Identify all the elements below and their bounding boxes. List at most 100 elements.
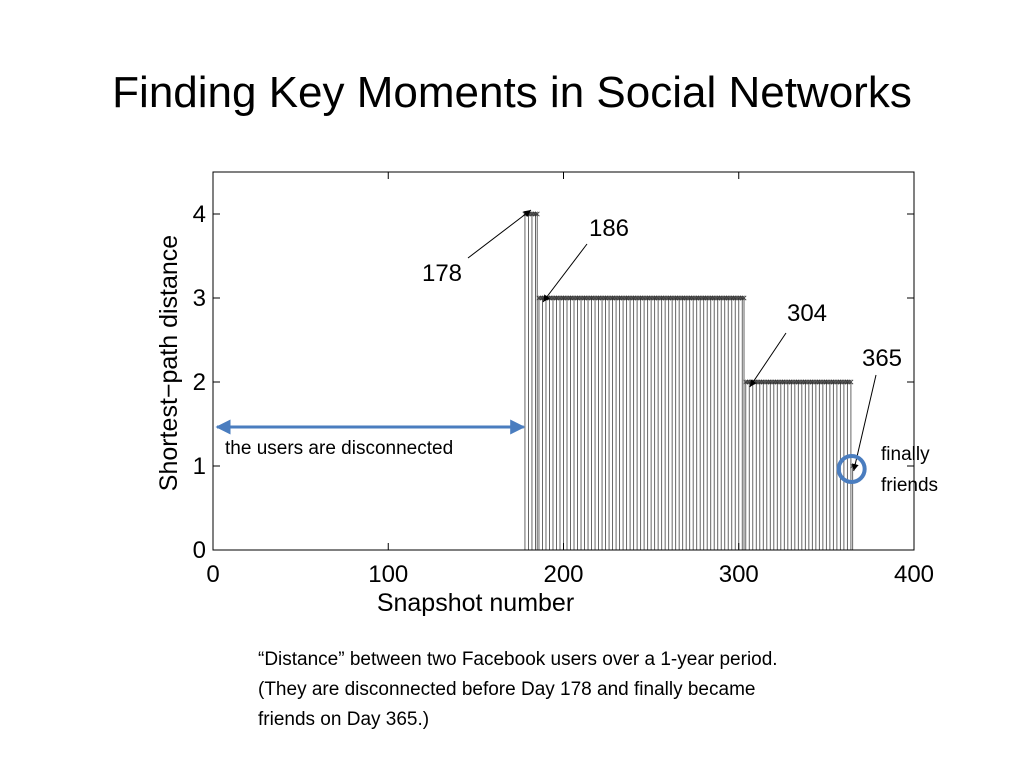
data-point [711,295,717,301]
x-tick-label: 100 [368,561,408,588]
data-point [666,295,672,301]
data-point [531,211,537,217]
data-point [638,295,644,301]
data-point [643,295,649,301]
data-point [818,379,824,385]
data-point [632,295,638,301]
data-point [594,295,600,301]
data-point [832,379,838,385]
x-tick-label: 400 [894,561,934,588]
data-point [813,379,819,385]
data-point [589,295,595,301]
data-point [804,379,810,385]
data-point [741,295,747,301]
data-point [575,295,581,301]
data-point [564,295,570,301]
data-point [590,295,596,301]
data-point [794,379,800,385]
data-point [773,379,779,385]
data-point [685,295,691,301]
data-point [655,295,661,301]
data-point [732,295,738,301]
data-point [706,295,712,301]
data-point [723,295,729,301]
x-tick-label: 0 [206,561,219,588]
data-point [764,379,770,385]
data-point [825,379,831,385]
data-point [562,295,568,301]
data-point [662,295,668,301]
data-point [592,295,598,301]
data-point [787,379,793,385]
data-point [627,295,633,301]
data-point [762,379,768,385]
data-point [815,379,821,385]
data-point [771,379,777,385]
data-point [618,295,624,301]
data-point [585,295,591,301]
data-point [783,379,789,385]
data-point [688,295,694,301]
data-point [631,295,637,301]
data-point [639,295,645,301]
data-point [697,295,703,301]
data-point [767,379,773,385]
data-point [641,295,647,301]
data-point [578,295,584,301]
data-point [774,379,780,385]
data-point [704,295,710,301]
data-point [736,295,742,301]
data-point [846,379,852,385]
data-point [769,379,775,385]
data-point [822,379,828,385]
data-point [680,295,686,301]
data-point [727,295,733,301]
data-point [580,295,586,301]
data-point [713,295,719,301]
caption-line: “Distance” between two Facebook users ov… [258,649,778,670]
data-point [830,379,836,385]
data-point [571,295,577,301]
data-point [834,379,840,385]
data-point [676,295,682,301]
data-point [587,295,593,301]
data-point [615,295,621,301]
data-point [801,379,807,385]
disconnected-note: the users are disconnected [225,438,453,459]
data-point [827,379,833,385]
data-point [608,295,614,301]
data-point [722,295,728,301]
data-point [781,379,787,385]
data-point [674,295,680,301]
data-point [776,379,782,385]
data-point [837,379,843,385]
annotation-label: 304 [787,300,827,327]
data-point [534,211,540,217]
y-tick-label: 0 [193,537,206,564]
data-point [738,295,743,301]
data-point [583,295,589,301]
data-point [613,295,619,301]
data-point [554,295,559,301]
data-point [699,295,705,301]
data-point [678,295,684,301]
data-point [692,295,698,301]
data-point [606,295,612,301]
data-point [695,295,701,301]
data-point [802,379,808,385]
data-point [599,295,605,301]
data-point [715,295,721,301]
data-point [596,295,602,301]
data-point [708,295,714,301]
data-point [788,379,794,385]
y-tick-label: 1 [193,453,206,480]
friends-note: friends [881,475,938,496]
data-point [669,295,675,301]
data-point [820,379,826,385]
axis-ticks: 0 100 200 300 400 0 1 2 3 4 [193,172,934,588]
data-point [745,379,750,385]
distance-chart: 0 100 200 300 400 0 1 2 3 4 178 186 304 365 the users… [155,171,938,617]
friends-note: finally [881,444,930,465]
data-point [690,295,696,301]
point-markers [522,211,856,469]
